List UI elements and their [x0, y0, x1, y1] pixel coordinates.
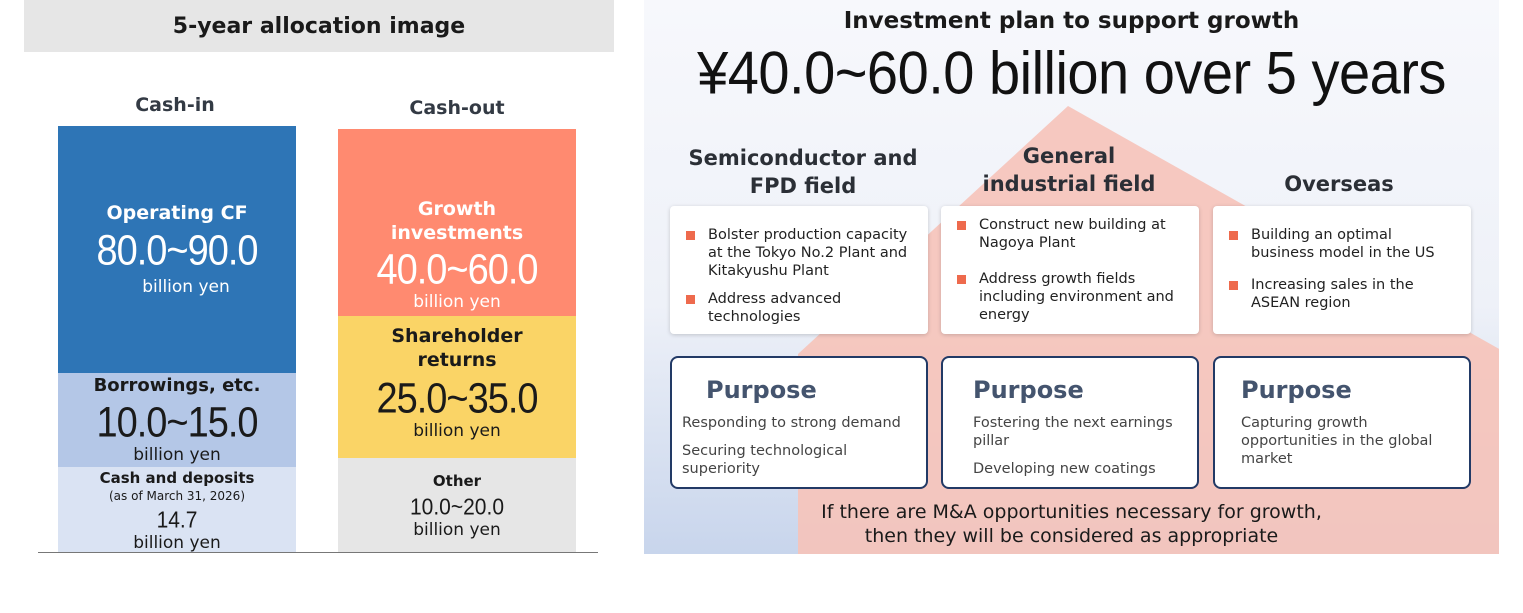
growth-investments-amount: 40.0~60.0	[376, 246, 538, 294]
bullet-text: Increasing sales in the ASEAN region	[1251, 277, 1414, 311]
field-title-semiconductor-line1: Semiconductor and	[688, 146, 918, 170]
field-title-general-line1: General	[1022, 144, 1116, 168]
purpose-item: Responding to strong demand	[682, 415, 901, 431]
cash-deposits-amount: 14.7	[156, 507, 198, 534]
bullets-general-industrial: Construct new building at Nagoya Plant A…	[941, 206, 1199, 334]
field-title-general-line2: industrial field	[982, 172, 1156, 196]
growth-investments-unit: billion yen	[413, 292, 501, 312]
purpose-item: Fostering the next earnings pillar	[973, 415, 1173, 449]
bullet-text: Construct new building at Nagoya Plant	[979, 217, 1166, 251]
other-unit: billion yen	[413, 520, 501, 540]
bullets-semiconductor: Bolster production capacity at the Tokyo…	[670, 206, 928, 334]
purpose-title: Purpose	[973, 376, 1084, 404]
purpose-item: Developing new coatings	[973, 461, 1156, 477]
bullet-item: Address growth fields including environm…	[957, 270, 1187, 324]
shareholder-returns-amount: 25.0~35.0	[376, 375, 538, 423]
bullet-square-icon	[957, 275, 966, 284]
bullet-square-icon	[686, 295, 695, 304]
shareholder-returns-label-2: returns	[417, 349, 497, 371]
investment-plan-panel: Investment plan to support growth ¥40.0~…	[644, 0, 1499, 554]
bullet-text: Bolster production capacity at the Tokyo…	[708, 227, 908, 279]
bullet-text: Address growth fields including environm…	[979, 271, 1174, 323]
other-block: Other 10.0~20.0 billion yen	[338, 458, 576, 553]
shareholder-returns-label-1: Shareholder	[391, 325, 523, 347]
field-title-overseas-line1: Overseas	[1284, 172, 1394, 196]
bullet-item: Increasing sales in the ASEAN region	[1229, 276, 1459, 312]
operating-cf-label: Operating CF	[106, 202, 248, 224]
operating-cf-block: Operating CF 80.0~90.0 billion yen	[58, 126, 296, 373]
ma-footnote-line1: If there are M&A opportunities necessary…	[821, 501, 1322, 523]
cash-deposits-block: Cash and deposits (as of March 31, 2026)…	[58, 467, 296, 553]
borrowings-unit: billion yen	[133, 445, 221, 465]
bullet-item: Construct new building at Nagoya Plant	[957, 216, 1187, 252]
borrowings-label: Borrowings, etc.	[93, 375, 261, 396]
purpose-general-industrial: Purpose Fostering the next earnings pill…	[941, 356, 1199, 489]
bullet-square-icon	[1229, 231, 1238, 240]
bullet-item: Building an optimal business model in th…	[1229, 226, 1459, 262]
bullet-square-icon	[957, 221, 966, 230]
field-title-overseas: Overseas	[1210, 170, 1468, 198]
baseline-divider	[38, 552, 598, 553]
bullet-text: Building an optimal business model in th…	[1251, 227, 1435, 261]
growth-investments-label-1: Growth	[417, 198, 497, 220]
operating-cf-amount: 80.0~90.0	[96, 227, 258, 275]
investment-plan-title: Investment plan to support growth	[843, 8, 1300, 34]
cash-deposits-label: Cash and deposits	[99, 469, 255, 487]
purpose-title: Purpose	[1241, 376, 1352, 404]
purpose-title: Purpose	[706, 376, 817, 404]
field-title-general-industrial: General industrial field	[940, 142, 1198, 198]
borrowings-amount: 10.0~15.0	[96, 399, 258, 447]
bullet-item: Address advanced technologies	[686, 290, 916, 326]
operating-cf-unit: billion yen	[142, 277, 230, 297]
ma-footnote-line2: then they will be considered as appropri…	[864, 525, 1279, 547]
allocation-header: 5-year allocation image	[24, 0, 614, 52]
purpose-semiconductor: Purpose Responding to strong demand Secu…	[670, 356, 928, 489]
shareholder-returns-unit: billion yen	[413, 421, 501, 441]
bullet-item: Bolster production capacity at the Tokyo…	[686, 226, 916, 280]
cash-deposits-unit: billion yen	[133, 533, 221, 553]
purpose-item: Capturing growth opportunities in the gl…	[1241, 415, 1433, 467]
growth-investments-label-2: investments	[390, 222, 524, 244]
bullet-square-icon	[1229, 281, 1238, 290]
bullet-square-icon	[686, 231, 695, 240]
investment-headline: ¥40.0~60.0 billion over 5 years	[697, 38, 1446, 107]
purpose-overseas: Purpose Capturing growth opportunities i…	[1213, 356, 1471, 489]
growth-investments-block: Growth investments 40.0~60.0 billion yen	[338, 129, 576, 316]
purpose-item: Securing technological superiority	[682, 443, 848, 477]
borrowings-block: Borrowings, etc. 10.0~15.0 billion yen	[58, 373, 296, 467]
bullets-overseas: Building an optimal business model in th…	[1213, 206, 1471, 334]
shareholder-returns-block: Shareholder returns 25.0~35.0 billion ye…	[338, 316, 576, 458]
field-title-semiconductor-line2: FPD field	[749, 174, 857, 198]
cash-out-title: Cash-out	[409, 97, 505, 119]
cash-in-title: Cash-in	[135, 94, 215, 116]
cash-deposits-note: (as of March 31, 2026)	[109, 489, 245, 503]
other-label: Other	[432, 472, 482, 490]
other-amount: 10.0~20.0	[409, 494, 504, 521]
ma-footnote: If there are M&A opportunities necessary…	[644, 500, 1499, 548]
field-title-semiconductor: Semiconductor and FPD field	[674, 144, 932, 200]
bullet-text: Address advanced technologies	[708, 291, 842, 325]
